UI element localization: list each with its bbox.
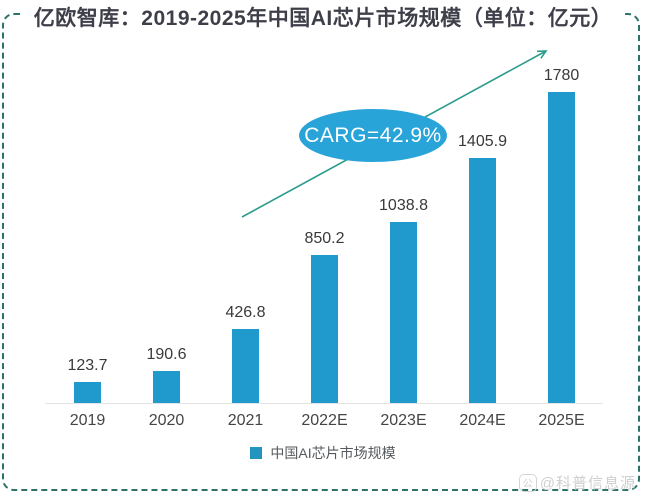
x-tick-label: 2024E [459, 412, 506, 429]
legend: 中国AI芯片市场规模 [0, 443, 646, 463]
bar-column: 123.7 [48, 357, 127, 404]
x-tick-label: 2023E [380, 412, 427, 429]
cagr-annotation-bubble: CARG=42.9% [299, 109, 447, 162]
chart-title: 亿欧智库：2019-2025年中国AI芯片市场规模（单位：亿元） [23, 2, 623, 32]
watermark-logo-icon: 公 [518, 473, 537, 492]
x-tick-label: 2025E [538, 412, 585, 429]
bar-value-label: 1405.9 [458, 133, 507, 150]
bar-column: 190.6 [127, 346, 206, 404]
legend-square-marker [250, 447, 263, 459]
bar-column: 1038.8 [364, 197, 443, 404]
x-tick-label: 2022E [301, 412, 348, 429]
bar [232, 329, 259, 404]
x-tick-label: 2020 [148, 412, 185, 429]
x-axis-line [45, 403, 603, 404]
x-labels-row: 2019 2020 2021 2022E 2023E 2024E 2025E [48, 412, 601, 430]
bar-value-label: 123.7 [67, 357, 108, 374]
bar-value-label: 426.8 [225, 304, 266, 321]
watermark-label: @科普信息源 [539, 475, 636, 492]
bar-column: 1780 [522, 67, 601, 404]
bar [469, 158, 496, 404]
watermark: 公 @科普信息源 [518, 472, 636, 493]
bar [311, 255, 338, 404]
x-tick-label: 2021 [227, 412, 264, 429]
bar-column: 850.2 [285, 230, 364, 404]
bar [548, 92, 575, 404]
bar-column: 1405.9 [443, 133, 522, 404]
x-tick-label: 2019 [69, 412, 106, 429]
bar-value-label: 190.6 [146, 346, 187, 363]
cagr-annotation-label: CARG=42.9% [304, 123, 442, 147]
bar [390, 222, 417, 404]
bar-value-label: 1780 [543, 67, 580, 84]
legend-label: 中国AI芯片市场规模 [270, 445, 396, 461]
bar-value-label: 1038.8 [379, 197, 428, 214]
bar [74, 382, 101, 404]
bar [153, 371, 180, 404]
bar-value-label: 850.2 [304, 230, 345, 247]
bar-column: 426.8 [206, 304, 285, 404]
